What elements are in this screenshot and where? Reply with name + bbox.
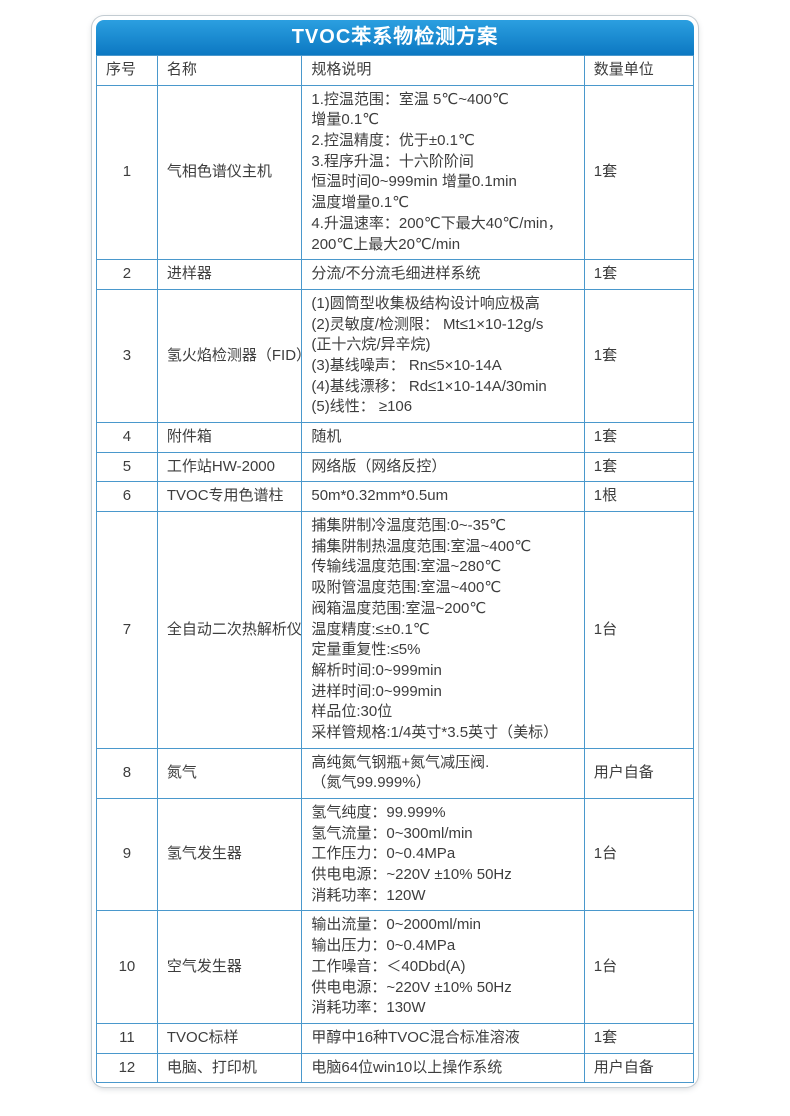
row-name-cell: 氮气 [156,747,303,800]
row-index-cell: 2 [96,259,158,290]
row-index-cell: 6 [96,481,158,513]
header-col-no: 序号 [96,55,158,86]
row-index-cell: 8 [96,747,158,800]
row-name-cell: 氢火焰检测器（FID） [156,288,303,424]
table-row: 7 全自动二次热解析仪 捕集阱制冷温度范围:0~-35℃ 捕集阱制热温度范围:室温~… [96,511,695,749]
row-spec-cell: 随机 [301,422,585,453]
table-row: 3 氢火焰检测器（FID） (1)圆筒型收集极结构设计响应极高 (2)灵敏度/检测限… [96,288,695,424]
table-row: 10 空气发生器 输出流量：0~2000ml/min 输出压力：0~0.4MPa 工… [96,910,695,1024]
row-qty-cell: 1台 [583,797,695,912]
row-qty-cell: 1台 [583,511,695,749]
row-qty-cell: 1套 [583,451,695,483]
header-row: 序号 名称 规格说明 数量单位 [96,55,695,86]
table-row: 2 进样器 分流/不分流毛细进样系统 1套 [96,259,695,290]
row-qty-cell: 1套 [583,259,695,290]
row-spec-cell: 输出流量：0~2000ml/min 输出压力：0~0.4MPa 工作噪音：＜40… [301,910,585,1024]
table-row: 12 电脑、打印机 电脑64位win10以上操作系统 用户自备 [96,1052,695,1084]
row-spec-cell: 分流/不分流毛细进样系统 [301,259,585,290]
page-title: TVOC苯系物检测方案 [96,20,694,55]
row-index-cell: 11 [96,1022,158,1054]
row-qty-cell: 1套 [583,422,695,453]
row-spec-cell: (1)圆筒型收集极结构设计响应极高 (2)灵敏度/检测限： Mt≤1×10-12… [301,288,585,424]
row-name-cell: 附件箱 [156,422,303,453]
table-row: 11 TVOC标样 甲醇中16种TVOC混合标准溶液 1套 [96,1022,695,1054]
row-index-cell: 1 [96,84,158,261]
row-index-cell: 5 [96,451,158,483]
table-row: 9 氢气发生器 氢气纯度：99.999% 氢气流量：0~300ml/min 工作压力… [96,797,695,912]
row-qty-cell: 1套 [583,288,695,424]
row-name-cell: 氢气发生器 [156,797,303,912]
row-name-cell: 空气发生器 [156,910,303,1024]
row-qty-cell: 1套 [583,84,695,261]
row-spec-cell: 高纯氮气钢瓶+氮气减压阀. （氮气99.999%） [301,747,585,800]
row-spec-cell: 氢气纯度：99.999% 氢气流量：0~300ml/min 工作压力：0~0.4… [301,797,585,912]
row-spec-cell: 电脑64位win10以上操作系统 [301,1052,585,1084]
row-qty-cell: 1套 [583,1022,695,1054]
row-spec-cell: 1.控温范围：室温 5℃~400℃ 增量0.1℃ 2.控温精度：优于±0.1℃ … [301,84,585,261]
row-name-cell: TVOC标样 [156,1022,303,1054]
header-col-qty: 数量单位 [583,55,695,86]
table-body: 1 气相色谱仪主机 1.控温范围：室温 5℃~400℃ 增量0.1℃ 2.控温精度：… [96,84,695,1084]
row-index-cell: 9 [96,797,158,912]
row-spec-cell: 网络版（网络反控） [301,451,585,483]
row-name-cell: 电脑、打印机 [156,1052,303,1084]
table-header: 序号 名称 规格说明 数量单位 [96,55,695,86]
header-col-name: 名称 [156,55,303,86]
row-qty-cell: 1台 [583,910,695,1024]
row-index-cell: 10 [96,910,158,1024]
table-row: 4 附件箱 随机 1套 [96,422,695,453]
row-index-cell: 4 [96,422,158,453]
table-row: 6 TVOC专用色谱柱 50m*0.32mm*0.5um 1根 [96,481,695,513]
spec-table: 序号 名称 规格说明 数量单位 1 气相色谱仪主机 1.控温范围：室温 5℃~400… [96,55,695,1084]
row-spec-cell: 捕集阱制冷温度范围:0~-35℃ 捕集阱制热温度范围:室温~400℃ 传输线温度… [301,511,585,749]
row-qty-cell: 用户自备 [583,1052,695,1084]
row-name-cell: 进样器 [156,259,303,290]
row-qty-cell: 1根 [583,481,695,513]
row-spec-cell: 甲醇中16种TVOC混合标准溶液 [301,1022,585,1054]
spec-card: TVOC苯系物检测方案 序号 名称 规格说明 数量单位 1 气相色谱仪主机 1.控温… [92,16,698,1088]
table-row: 1 气相色谱仪主机 1.控温范围：室温 5℃~400℃ 增量0.1℃ 2.控温精度：… [96,84,695,261]
row-name-cell: 气相色谱仪主机 [156,84,303,261]
row-name-cell: 全自动二次热解析仪 [156,511,303,749]
table-row: 5 工作站HW-2000 网络版（网络反控） 1套 [96,451,695,483]
header-col-spec: 规格说明 [301,55,585,86]
row-index-cell: 12 [96,1052,158,1084]
row-index-cell: 7 [96,511,158,749]
table-row: 8 氮气 高纯氮气钢瓶+氮气减压阀. （氮气99.999%） 用户自备 [96,747,695,800]
row-index-cell: 3 [96,288,158,424]
row-qty-cell: 用户自备 [583,747,695,800]
row-spec-cell: 50m*0.32mm*0.5um [301,481,585,513]
row-name-cell: 工作站HW-2000 [156,451,303,483]
row-name-cell: TVOC专用色谱柱 [156,481,303,513]
